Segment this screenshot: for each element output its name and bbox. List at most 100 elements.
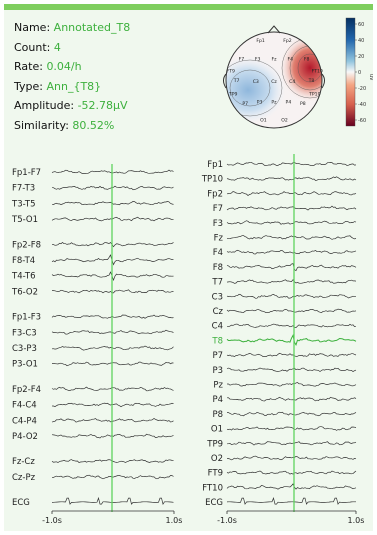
- eeg-trace: [226, 308, 357, 313]
- topomap: Fp1 Fp2 F7 F3 Fz F4 F8 FT9 FT10 T7 C3 Cz C4 T8 TP9 TP10…: [223, 17, 373, 129]
- topomap-electrode-label: Fp2: [283, 38, 292, 44]
- highlighted-eeg-trace: [226, 333, 357, 346]
- topomap-electrode-label: FT9: [227, 68, 235, 74]
- channel-label[interactable]: Cz-Pz: [12, 473, 36, 483]
- channel-label[interactable]: P3: [212, 366, 223, 376]
- channel-label[interactable]: T4-T6: [11, 272, 36, 282]
- channel-label[interactable]: P8: [212, 410, 223, 420]
- eeg-trace: [51, 254, 174, 266]
- channel-label[interactable]: ECG: [205, 498, 223, 508]
- colorbar-tick-label: 40: [358, 38, 364, 44]
- channel-label[interactable]: Fp2: [207, 189, 223, 199]
- channel-label[interactable]: P4-O2: [12, 432, 38, 442]
- channel-label[interactable]: T5-O1: [11, 215, 38, 225]
- channel-label[interactable]: C3-P3: [12, 344, 37, 354]
- topomap-electrode-label: P4: [286, 100, 292, 106]
- eeg-trace: [226, 191, 357, 196]
- amplitude-label: Amplitude:: [14, 99, 75, 112]
- channel-label[interactable]: P4: [212, 395, 223, 405]
- channel-label[interactable]: Fz-Cz: [12, 457, 35, 467]
- eeg-trace: [51, 386, 174, 392]
- topomap-electrode-label: O2: [281, 117, 288, 123]
- eeg-trace: [226, 455, 357, 461]
- rate-row: Rate: 0.04/h: [14, 57, 130, 77]
- type-row: Type: Ann_{T8}: [14, 77, 130, 97]
- topomap-electrode-label: P7: [242, 101, 248, 107]
- eeg-trace: [226, 411, 357, 417]
- channel-label[interactable]: F8-T4: [12, 256, 35, 266]
- channel-label[interactable]: FT10: [202, 483, 223, 493]
- eeg-trace: [52, 402, 174, 408]
- channel-label[interactable]: O1: [211, 425, 223, 435]
- channel-label[interactable]: F7-T3: [12, 184, 35, 194]
- eeg-trace: [226, 293, 356, 299]
- eeg-trace: [51, 314, 174, 319]
- colorbar-tick-label: -20: [358, 86, 366, 92]
- eeg-trace: [226, 176, 357, 181]
- channel-label[interactable]: Pz: [213, 381, 223, 391]
- channel-label[interactable]: Fz: [214, 234, 224, 244]
- eeg-trace: [51, 345, 174, 351]
- channel-label[interactable]: F7: [213, 204, 223, 214]
- topomap-electrode-label: T8: [308, 78, 315, 84]
- channel-label[interactable]: ECG: [12, 498, 30, 508]
- topomap-electrode-label: C3: [253, 79, 259, 85]
- channel-label[interactable]: F3: [213, 219, 223, 229]
- channel-label[interactable]: Fp2-F8: [12, 240, 41, 250]
- eeg-trace: [226, 352, 357, 358]
- channel-label[interactable]: Cz: [213, 307, 224, 317]
- eeg-trace: [51, 329, 174, 335]
- name-row: Name: Annotated_T8: [14, 18, 130, 38]
- eeg-trace: [226, 496, 356, 505]
- annotation-summary: Name: Annotated_T8 Count: 4 Rate: 0.04/h…: [14, 18, 130, 135]
- eeg-trace: [226, 161, 357, 166]
- channel-label[interactable]: P7: [212, 351, 223, 361]
- count-label: Count:: [14, 40, 51, 54]
- eeg-trace: [226, 470, 357, 475]
- eeg-trace: [227, 323, 357, 328]
- topomap-electrode-label: P8: [300, 101, 306, 107]
- time-axis-tick-label: 1.0s: [348, 516, 365, 525]
- eeg-trace: [51, 216, 174, 222]
- topomap-electrode-label: TP9: [228, 91, 238, 97]
- topomap-electrode-label: TP10: [308, 91, 320, 97]
- channel-label[interactable]: T8: [211, 336, 223, 346]
- channel-label[interactable]: F8: [213, 263, 223, 273]
- channel-label[interactable]: F3-C3: [12, 328, 37, 338]
- eeg-traces[interactable]: Fp1-F7 F7-T3 T3-T5 T5-O1 Fp2-F8 F8-T4 T4-T6 T6-…: [4, 4, 373, 531]
- channel-label[interactable]: C3: [212, 292, 223, 302]
- colorbar-tick-label: -60: [358, 118, 366, 124]
- amplitude-row: Amplitude: -52.78μV: [14, 96, 130, 116]
- eeg-trace: [52, 289, 174, 294]
- channel-label[interactable]: Fp2-F4: [12, 385, 41, 395]
- colorbar-tick-label: 60: [358, 22, 364, 28]
- eeg-trace: [51, 459, 174, 464]
- topomap-electrode-label: F8: [304, 56, 310, 62]
- channel-label[interactable]: P3-O1: [12, 360, 38, 370]
- count-row: Count: 4: [14, 38, 130, 58]
- channel-label[interactable]: F4-C4: [12, 401, 37, 411]
- channel-label[interactable]: T3-T5: [11, 199, 36, 209]
- channel-label[interactable]: TP10: [201, 175, 223, 185]
- eeg-trace: [51, 201, 174, 206]
- colorbar-tick-label: -40: [358, 102, 366, 108]
- channel-label[interactable]: FT9: [208, 469, 223, 479]
- eeg-trace: [226, 441, 357, 446]
- topomap-electrode-label: Fp1: [256, 38, 265, 44]
- channel-label[interactable]: TP9: [206, 439, 223, 449]
- similarity-value: 80.52%: [72, 118, 115, 132]
- channel-label[interactable]: Fp1-F3: [12, 313, 41, 323]
- eeg-trace: [51, 417, 174, 423]
- channel-label[interactable]: C4: [212, 322, 223, 332]
- topomap-electrode-label: Cz: [271, 79, 277, 85]
- channel-label[interactable]: T7: [211, 278, 223, 288]
- channel-label[interactable]: Fp1: [207, 160, 223, 170]
- channel-label[interactable]: F4: [213, 248, 223, 258]
- channel-label[interactable]: O2: [211, 454, 223, 464]
- channel-label[interactable]: C4-P4: [12, 416, 37, 426]
- channel-label[interactable]: Fp1-F7: [12, 168, 41, 178]
- topomap-electrode-label: Fz: [271, 56, 277, 62]
- time-axis-tick-label: 1.0s: [166, 516, 183, 525]
- topomap-electrode-label: C4: [289, 79, 295, 85]
- channel-label[interactable]: T6-O2: [11, 287, 38, 297]
